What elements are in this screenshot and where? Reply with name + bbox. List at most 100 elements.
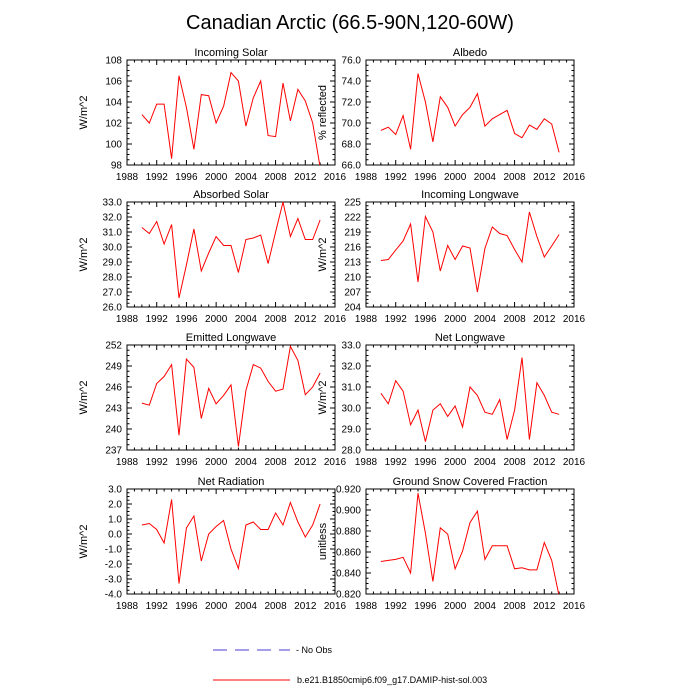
x-tick-label: 2016 [563,172,586,183]
y-axis-label: W/m^2 [78,96,90,130]
y-axis-label: W/m^2 [78,525,90,559]
x-tick-label: 2008 [503,314,526,325]
series-line [380,73,560,153]
y-axis-label: W/m^2 [78,238,90,272]
x-tick-label: 1992 [146,172,169,183]
x-tick-label: 2012 [294,601,317,612]
y-tick-label: 32.0 [103,213,123,224]
y-tick-label: 31.0 [342,383,362,394]
x-tick-label: 1996 [414,601,437,612]
y-tick-label: -1.0 [105,545,123,556]
panel-1: Incoming Solar W/m^2 1988 1992 1996 2000 2004 2… [78,47,347,183]
panel-5: Emitted Longwave W/m^2 1988 1992 1996 2000 200… [78,332,347,468]
x-tick-label: 2000 [444,457,467,468]
y-tick-label: 27.0 [103,288,123,299]
panel-title: Absorbed Solar [193,189,269,201]
y-tick-label: 29.0 [342,425,362,436]
x-tick-label: 2012 [294,172,317,183]
x-tick-label: 2004 [235,314,258,325]
panel-title: Incoming Longwave [421,189,519,201]
y-tick-label: 76.0 [342,56,362,67]
plot-frame [126,59,336,166]
y-tick-label: 33.0 [103,198,123,209]
x-tick-label: 1988 [355,457,378,468]
x-tick-label: 1988 [116,314,139,325]
panel-6: Net Longwave W/m^2 1988 1992 1996 2000 2004 200… [317,332,586,468]
x-tick-label: 2000 [444,314,467,325]
x-tick-label: 2016 [563,601,586,612]
x-tick-label: 1996 [414,172,437,183]
y-tick-label: 30.0 [103,243,123,254]
plot-frame [365,201,575,308]
x-tick-label: 1992 [146,457,169,468]
y-tick-label: 252 [105,341,122,352]
x-tick-label: 2004 [474,314,497,325]
panel-4: Incoming Longwave W/m^2 1988 1992 1996 2000 20… [317,189,586,325]
y-tick-label: 0.0 [108,530,122,541]
y-axis-label: W/m^2 [78,381,90,415]
x-tick-label: 2012 [533,601,556,612]
plot-frame [365,59,575,166]
y-tick-label: 1.0 [108,515,122,526]
y-tick-label: 74.0 [342,77,362,88]
x-tick-label: 2008 [264,172,287,183]
x-tick-label: 2016 [563,314,586,325]
y-axis-label: % reflected [317,85,329,140]
x-tick-label: 1996 [175,457,198,468]
y-tick-label: 0.900 [336,506,361,517]
panel-title: Incoming Solar [194,47,268,59]
y-tick-label: 108 [105,56,122,67]
legend: - No Obs b.e21.B1850cmip6.f09_g17.DAMIP-… [213,645,487,685]
y-tick-label: 106 [105,77,122,88]
plot-frame [126,201,336,308]
x-tick-label: 2004 [235,172,258,183]
y-tick-label: 243 [105,404,122,415]
x-tick-label: 2000 [205,457,228,468]
y-tick-label: 246 [105,383,122,394]
panel-3: Absorbed Solar W/m^2 1988 1992 1996 2000 2004 2… [78,189,347,325]
y-tick-label: 33.0 [342,341,362,352]
x-tick-label: 1996 [414,457,437,468]
x-tick-label: 2008 [264,457,287,468]
y-tick-label: 31.0 [103,228,123,239]
y-tick-label: 207 [344,288,361,299]
x-tick-label: 2008 [264,314,287,325]
panel-7: Net Radiation W/m^2 1988 1992 1996 2000 2004 20… [78,476,347,612]
panel-title: Ground Snow Covered Fraction [393,476,548,488]
series-line [380,493,560,594]
panel-title: Net Longwave [435,332,505,344]
panels: Incoming Solar W/m^2 1988 1992 1996 2000 2004 2… [78,47,586,612]
y-tick-label: 72.0 [342,98,362,109]
y-tick-label: 237 [105,446,122,457]
plot-frame [126,344,336,451]
y-tick-label: 70.0 [342,119,362,130]
plot-frame [126,488,336,595]
y-tick-label: 204 [344,303,361,314]
x-tick-label: 2004 [235,457,258,468]
x-tick-label: 1988 [355,314,378,325]
x-tick-label: 1992 [385,172,408,183]
x-tick-label: 2012 [533,314,556,325]
panel-title: Albedo [453,47,487,59]
x-tick-label: 1996 [175,172,198,183]
x-tick-label: 2000 [205,601,228,612]
panel-title: Net Radiation [198,476,265,488]
x-tick-label: 1996 [175,601,198,612]
x-tick-label: 2008 [264,601,287,612]
y-tick-label: 0.860 [336,548,361,559]
series-line [380,357,560,442]
y-tick-label: 29.0 [103,258,123,269]
y-tick-label: 213 [344,258,361,269]
x-tick-label: 1988 [355,601,378,612]
panel-title: Emitted Longwave [186,332,277,344]
x-tick-label: 2004 [474,457,497,468]
legend-label-model: b.e21.B1850cmip6.f09_g17.DAMIP-hist-sol.… [297,675,487,685]
x-tick-label: 1996 [175,314,198,325]
y-tick-label: 0.880 [336,527,361,538]
x-tick-label: 2016 [324,601,347,612]
y-tick-label: 98 [111,161,123,172]
x-tick-label: 1988 [355,172,378,183]
x-tick-label: 1988 [116,457,139,468]
x-tick-label: 2016 [324,172,347,183]
